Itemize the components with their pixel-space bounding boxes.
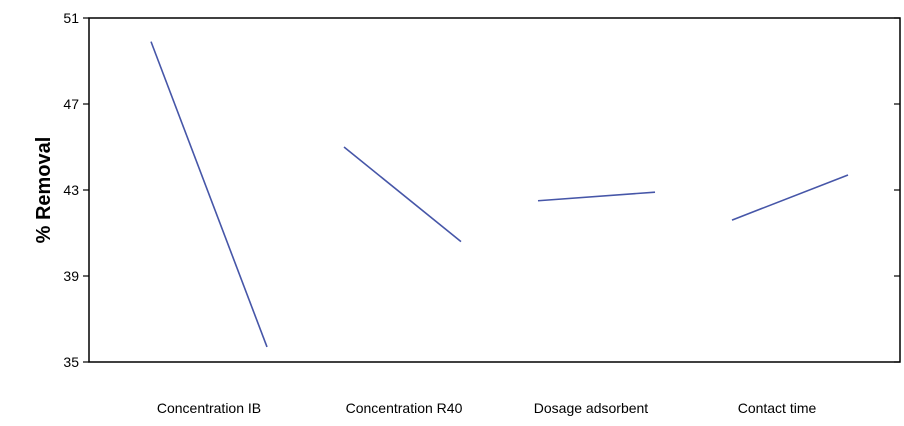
series-line-concentration-r40 xyxy=(343,146,462,243)
y-tick-label: 35 xyxy=(63,354,79,370)
series-line-concentration-ib xyxy=(150,41,268,348)
series-lines xyxy=(150,41,849,348)
plot-frame xyxy=(88,17,901,363)
y-axis-tick-labels: 35 39 43 47 51 xyxy=(63,10,79,370)
x-category-label: Dosage adsorbent xyxy=(534,400,649,416)
y-tick-label: 43 xyxy=(63,182,79,198)
y-tick-label: 39 xyxy=(63,268,79,284)
x-category-label: Concentration R40 xyxy=(346,400,463,416)
y-axis-ticks xyxy=(83,17,900,363)
y-tick-label: 51 xyxy=(63,10,79,26)
x-category-label: Concentration IB xyxy=(157,400,261,416)
series-line-contact-time xyxy=(731,174,849,221)
x-axis-category-labels: Concentration IB Concentration R40 Dosage … xyxy=(157,400,817,416)
y-axis-title: % Removal xyxy=(33,137,55,244)
series-line-dosage-adsorbent xyxy=(537,191,656,202)
x-category-label: Contact time xyxy=(738,400,817,416)
y-tick-label: 47 xyxy=(63,96,79,112)
